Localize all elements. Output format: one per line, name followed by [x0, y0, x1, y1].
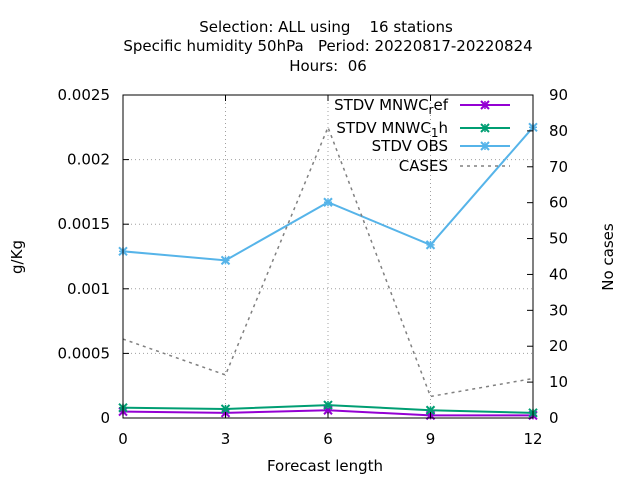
data-point-stdv-mnwc-1h — [323, 400, 333, 410]
chart-title-line-2: Specific humidity 50hPa Period: 20220817… — [123, 37, 532, 55]
series-line-cases — [122, 125, 534, 398]
y-axis-label: g/Kg — [8, 240, 26, 274]
x-tick-label: 9 — [426, 430, 436, 448]
data-point-stdv-obs — [323, 197, 333, 207]
x-tick-label: 3 — [221, 430, 231, 448]
y-tick-label: 0.002 — [67, 151, 110, 169]
x-axis-label: Forecast length — [267, 457, 383, 475]
y2-tick-label: 70 — [549, 158, 568, 176]
legend-label-stdv-mnwc-1h: STDV MNWC1h — [336, 119, 448, 140]
y2-tick-label: 20 — [549, 337, 568, 355]
data-point-stdv-mnwc-1h — [425, 405, 436, 415]
x-tick-label: 12 — [523, 430, 542, 448]
data-point-stdv-obs — [220, 255, 231, 266]
x-tick-label: 6 — [323, 430, 333, 448]
y2-tick-label: 30 — [549, 301, 568, 319]
y-tick-label: 0.0015 — [58, 215, 111, 233]
chart-title-line-1: Selection: ALL using 16 stations — [199, 18, 453, 36]
y2-tick-label: 80 — [549, 122, 568, 140]
y2-tick-label: 0 — [549, 409, 559, 427]
y2-tick-label: 10 — [549, 373, 568, 391]
x-tick-label: 0 — [118, 430, 128, 448]
legend-marker-stdv-obs — [480, 141, 490, 151]
legend-marker-stdv-mnwc-ref — [480, 100, 490, 110]
y-tick-label: 0.0005 — [58, 344, 111, 362]
legend-label-cases: CASES — [399, 157, 448, 175]
grid — [123, 95, 533, 418]
y2-tick-label: 60 — [549, 194, 568, 212]
axis-ticks: 0 3 6 9 12 0 0.0005 0.001 0.0015 0.002 0.0025 0 10 20… — [58, 86, 569, 448]
chart-title-line-3: Hours: 06 — [289, 57, 367, 75]
y2-tick-label: 40 — [549, 265, 568, 283]
y2-tick-label: 50 — [549, 230, 568, 248]
y-tick-label: 0.001 — [67, 280, 110, 298]
y-tick-label: 0.0025 — [58, 86, 111, 104]
legend-label-stdv-mnwc-ref: STDV MNWCref — [334, 96, 449, 117]
data-point-stdv-obs — [425, 240, 436, 250]
y-tick-label: 0 — [100, 409, 110, 427]
y2-axis-label: No cases — [599, 223, 617, 291]
legend-marker-stdv-mnwc-1h — [480, 123, 490, 133]
legend-label-stdv-obs: STDV OBS — [372, 137, 448, 155]
data-point-stdv-mnwc-1h — [220, 404, 231, 414]
y2-tick-label: 90 — [549, 86, 568, 104]
